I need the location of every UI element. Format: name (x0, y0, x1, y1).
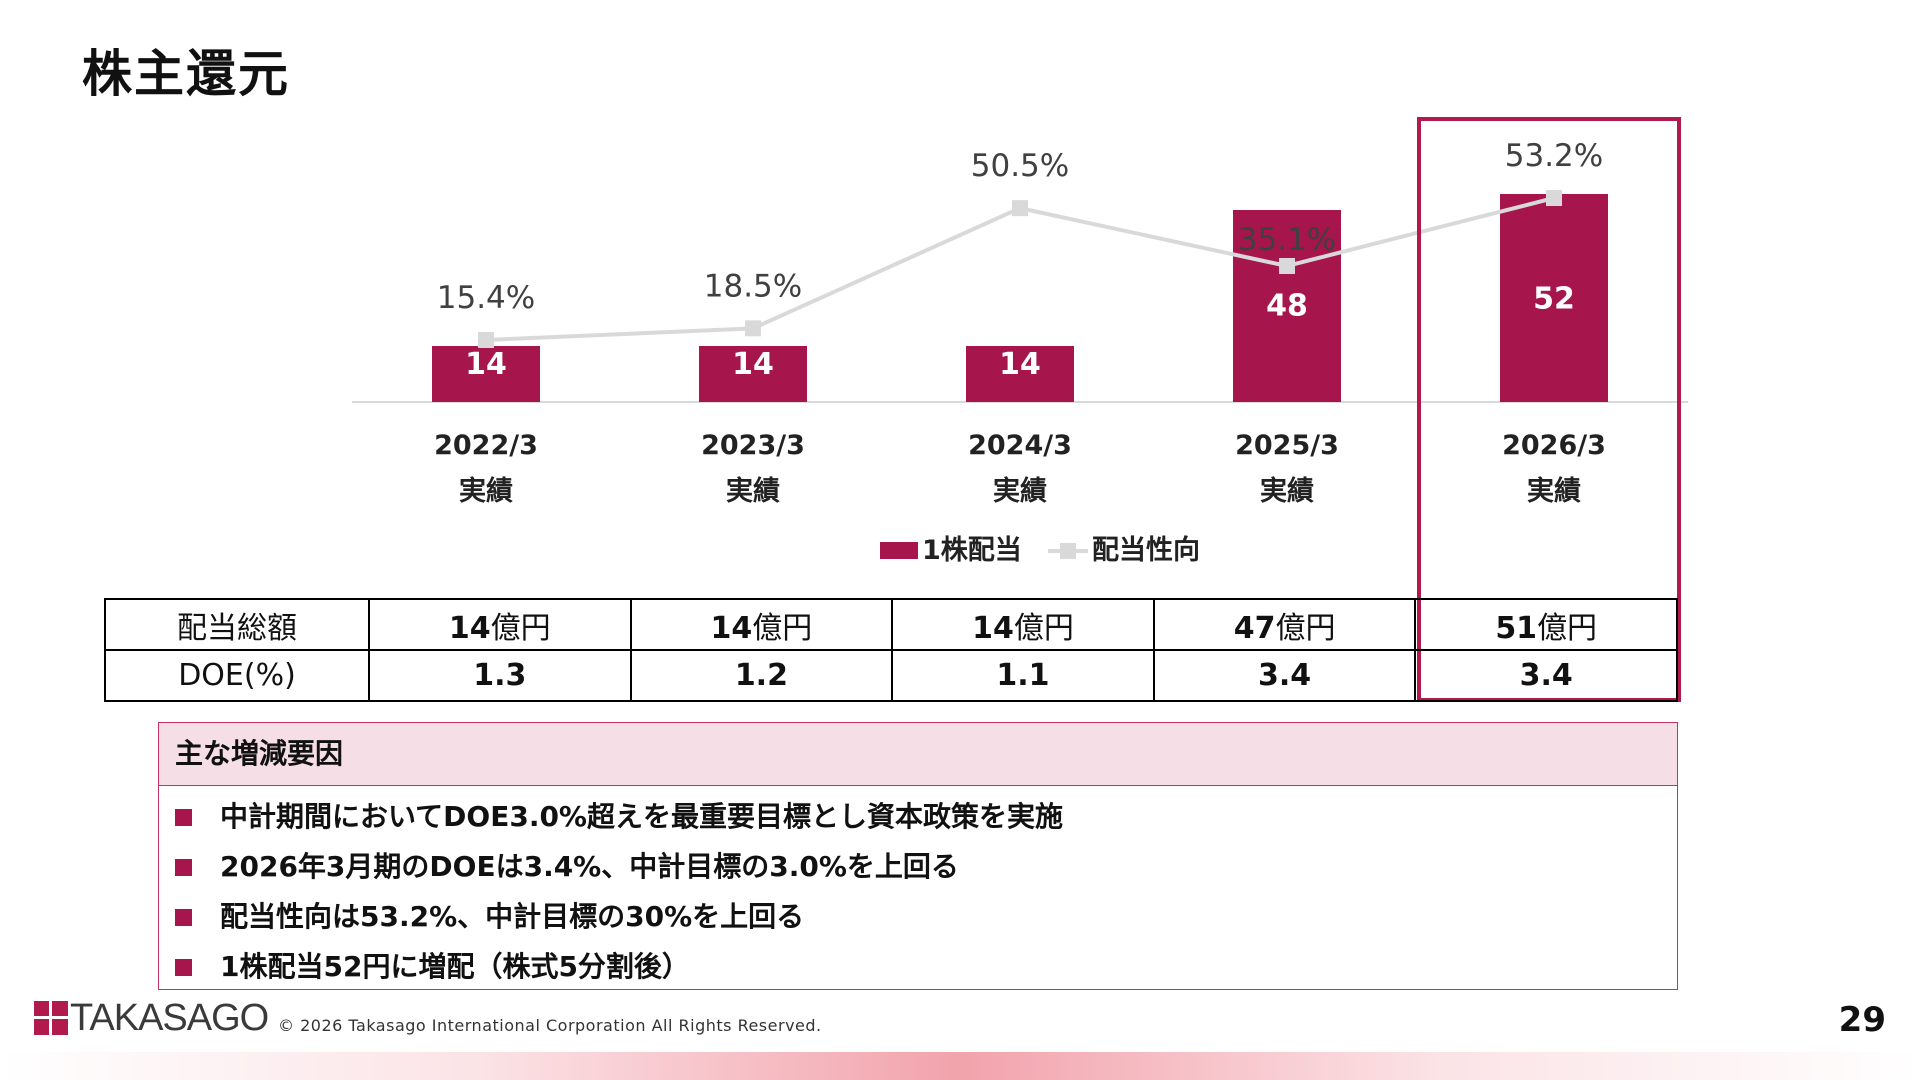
ratio-value-label: 53.2% (1505, 138, 1603, 174)
bar-2022/3 (432, 346, 540, 402)
category-sublabel: 実績 (459, 475, 513, 507)
list-item: 中計期間においてDOE3.0%超えを最重要目標とし資本政策を実施 (175, 792, 1677, 842)
square-bullet-icon (175, 908, 192, 926)
table-cell: 1.3 (368, 649, 632, 702)
ratio-value-label: 15.4% (437, 280, 535, 316)
ratio-value-label: 50.5% (971, 148, 1069, 184)
bar-2024/3 (966, 346, 1074, 402)
table-row-total-dividend: 配当総額 14億円 14億円 14億円 47億円 51億円 (104, 598, 1678, 651)
row-label: DOE(%) (104, 649, 370, 702)
summary-table: 配当総額 14億円 14億円 14億円 47億円 51億円 DOE(%) 1.3… (104, 598, 1678, 702)
ratio-value-label: 35.1% (1238, 222, 1336, 258)
category-sublabel: 実績 (726, 475, 780, 507)
list-item: 2026年3月期のDOEは3.4%、中計目標の3.0%を上回る (175, 842, 1677, 892)
logo-wordmark: TAKASAGO (70, 997, 269, 1039)
copyright-text: © 2026 Takasago International Corporatio… (278, 1016, 822, 1035)
table-cell: 51億円 (1414, 598, 1678, 651)
logo-mark-icon (34, 1001, 68, 1035)
list-item: 配当性向は53.2%、中計目標の30%を上回る (175, 892, 1677, 942)
legend-bar-swatch-icon (880, 542, 918, 559)
table-cell: 14億円 (891, 598, 1155, 651)
bar-value-label: 14 (732, 347, 774, 382)
ratio-point (745, 320, 761, 337)
table-cell: 1.2 (629, 649, 894, 702)
table-cell: 3.4 (1152, 649, 1417, 702)
ratio-line (485, 196, 1555, 342)
legend-line-label: 配当性向 (1092, 534, 1200, 566)
dividend-chart: 14 15.4% 2022/3 実績 14 18.5% 2023/3 実績 14 50.5% 202… (352, 138, 1688, 566)
category-sublabel: 実績 (1527, 475, 1581, 507)
list-item: 1株配当52円に増配（株式5分割後） (175, 942, 1677, 992)
category-label: 2024/3 (968, 430, 1072, 461)
ratio-point (1546, 190, 1562, 206)
bar-value-label: 14 (999, 347, 1041, 382)
ratio-point (1012, 200, 1028, 217)
table-cell: 14億円 (368, 598, 632, 651)
ratio-point (478, 332, 494, 348)
ratio-value-label: 18.5% (704, 268, 802, 304)
table-cell: 1.1 (891, 649, 1155, 702)
category-label: 2022/3 (434, 430, 538, 461)
bar-value-label: 52 (1533, 281, 1575, 316)
square-bullet-icon (175, 958, 192, 976)
bar-value-label: 14 (465, 347, 507, 382)
table-cell: 47億円 (1152, 598, 1417, 651)
company-logo: TAKASAGO (34, 997, 269, 1039)
legend-bar-label: 1株配当 (922, 535, 1022, 566)
page-title: 株主還元 (82, 45, 290, 103)
row-label: 配当総額 (104, 598, 370, 651)
category-sublabel: 実績 (993, 475, 1047, 507)
table-cell: 14億円 (629, 598, 894, 651)
category-label: 2025/3 (1235, 430, 1339, 461)
factors-heading: 主な増減要因 (159, 723, 1677, 786)
category-sublabel: 実績 (1260, 475, 1314, 507)
table-cell: 3.4 (1414, 649, 1678, 702)
factors-box: 主な増減要因 中計期間においてDOE3.0%超えを最重要目標とし資本政策を実施 … (158, 722, 1678, 990)
bar-2026/3 (1500, 194, 1608, 402)
ratio-point (1279, 257, 1295, 274)
page-number: 29 (1838, 1000, 1886, 1040)
legend-line-marker-icon (1060, 543, 1076, 559)
category-label: 2023/3 (701, 430, 805, 461)
factors-list: 中計期間においてDOE3.0%超えを最重要目標とし資本政策を実施 2026年3月… (159, 786, 1677, 992)
bar-value-label: 48 (1266, 289, 1308, 324)
square-bullet-icon (175, 858, 192, 876)
bar-2025/3 (1233, 210, 1341, 402)
square-bullet-icon (175, 808, 192, 826)
decorative-band (0, 1052, 1920, 1080)
category-label: 2026/3 (1502, 430, 1606, 461)
bar-2023/3 (699, 346, 807, 402)
table-row-doe: DOE(%) 1.3 1.2 1.1 3.4 3.4 (104, 649, 1678, 702)
